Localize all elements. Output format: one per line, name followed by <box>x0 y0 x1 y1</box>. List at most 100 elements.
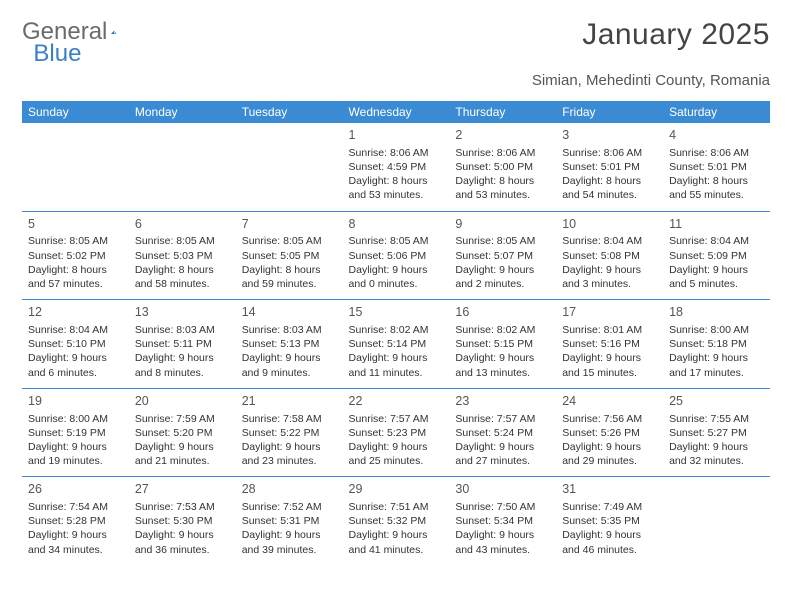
day-sunset: Sunset: 5:27 PM <box>669 426 764 440</box>
day-sunrise: Sunrise: 7:49 AM <box>562 500 657 514</box>
calendar-cell: 18Sunrise: 8:00 AMSunset: 5:18 PMDayligh… <box>663 300 770 389</box>
day-daylight1: Daylight: 8 hours <box>455 174 550 188</box>
day-daylight2: and 46 minutes. <box>562 543 657 557</box>
day-sunrise: Sunrise: 8:02 AM <box>455 323 550 337</box>
day-sunrise: Sunrise: 7:57 AM <box>349 412 444 426</box>
day-number: 7 <box>242 216 337 233</box>
calendar-header: Sunday Monday Tuesday Wednesday Thursday… <box>22 101 770 123</box>
calendar-cell: 12Sunrise: 8:04 AMSunset: 5:10 PMDayligh… <box>22 300 129 389</box>
calendar-cell <box>663 477 770 565</box>
day-sunset: Sunset: 5:02 PM <box>28 249 123 263</box>
weekday-header: Saturday <box>663 101 770 123</box>
calendar-cell <box>236 123 343 211</box>
day-number: 18 <box>669 304 764 321</box>
weekday-header: Wednesday <box>343 101 450 123</box>
day-sunrise: Sunrise: 7:56 AM <box>562 412 657 426</box>
day-sunrise: Sunrise: 8:06 AM <box>349 146 444 160</box>
day-daylight2: and 58 minutes. <box>135 277 230 291</box>
weekday-header: Thursday <box>449 101 556 123</box>
day-daylight2: and 2 minutes. <box>455 277 550 291</box>
day-daylight1: Daylight: 9 hours <box>28 351 123 365</box>
day-daylight2: and 9 minutes. <box>242 366 337 380</box>
day-sunrise: Sunrise: 7:58 AM <box>242 412 337 426</box>
calendar-cell: 22Sunrise: 7:57 AMSunset: 5:23 PMDayligh… <box>343 388 450 477</box>
day-daylight2: and 53 minutes. <box>455 188 550 202</box>
day-sunrise: Sunrise: 8:03 AM <box>242 323 337 337</box>
calendar-cell: 21Sunrise: 7:58 AMSunset: 5:22 PMDayligh… <box>236 388 343 477</box>
day-sunrise: Sunrise: 7:54 AM <box>28 500 123 514</box>
day-number: 27 <box>135 481 230 498</box>
day-daylight1: Daylight: 9 hours <box>349 351 444 365</box>
calendar-cell: 2Sunrise: 8:06 AMSunset: 5:00 PMDaylight… <box>449 123 556 211</box>
calendar-cell: 7Sunrise: 8:05 AMSunset: 5:05 PMDaylight… <box>236 211 343 300</box>
day-sunrise: Sunrise: 8:05 AM <box>242 234 337 248</box>
day-sunrise: Sunrise: 7:53 AM <box>135 500 230 514</box>
day-daylight2: and 5 minutes. <box>669 277 764 291</box>
day-number: 2 <box>455 127 550 144</box>
calendar-cell: 13Sunrise: 8:03 AMSunset: 5:11 PMDayligh… <box>129 300 236 389</box>
calendar-cell: 16Sunrise: 8:02 AMSunset: 5:15 PMDayligh… <box>449 300 556 389</box>
day-daylight1: Daylight: 9 hours <box>28 440 123 454</box>
calendar-cell: 8Sunrise: 8:05 AMSunset: 5:06 PMDaylight… <box>343 211 450 300</box>
day-daylight1: Daylight: 9 hours <box>242 440 337 454</box>
day-number: 26 <box>28 481 123 498</box>
day-daylight1: Daylight: 9 hours <box>562 440 657 454</box>
weekday-header: Sunday <box>22 101 129 123</box>
day-number: 24 <box>562 393 657 410</box>
day-sunset: Sunset: 5:11 PM <box>135 337 230 351</box>
day-sunset: Sunset: 4:59 PM <box>349 160 444 174</box>
day-sunset: Sunset: 5:23 PM <box>349 426 444 440</box>
day-sunset: Sunset: 5:13 PM <box>242 337 337 351</box>
day-sunset: Sunset: 5:20 PM <box>135 426 230 440</box>
day-daylight2: and 17 minutes. <box>669 366 764 380</box>
day-sunrise: Sunrise: 8:01 AM <box>562 323 657 337</box>
day-daylight2: and 53 minutes. <box>349 188 444 202</box>
day-sunset: Sunset: 5:35 PM <box>562 514 657 528</box>
calendar-cell: 25Sunrise: 7:55 AMSunset: 5:27 PMDayligh… <box>663 388 770 477</box>
day-number: 28 <box>242 481 337 498</box>
day-number: 21 <box>242 393 337 410</box>
day-daylight2: and 25 minutes. <box>349 454 444 468</box>
day-daylight2: and 6 minutes. <box>28 366 123 380</box>
calendar-cell <box>22 123 129 211</box>
day-sunset: Sunset: 5:06 PM <box>349 249 444 263</box>
day-daylight1: Daylight: 8 hours <box>349 174 444 188</box>
day-number: 25 <box>669 393 764 410</box>
day-sunrise: Sunrise: 8:04 AM <box>28 323 123 337</box>
calendar-row: 1Sunrise: 8:06 AMSunset: 4:59 PMDaylight… <box>22 123 770 211</box>
day-daylight1: Daylight: 9 hours <box>562 528 657 542</box>
day-sunrise: Sunrise: 8:02 AM <box>349 323 444 337</box>
day-number: 8 <box>349 216 444 233</box>
day-sunset: Sunset: 5:24 PM <box>455 426 550 440</box>
day-sunset: Sunset: 5:16 PM <box>562 337 657 351</box>
day-daylight2: and 8 minutes. <box>135 366 230 380</box>
day-sunset: Sunset: 5:34 PM <box>455 514 550 528</box>
day-daylight2: and 41 minutes. <box>349 543 444 557</box>
location: Simian, Mehedinti County, Romania <box>22 72 770 89</box>
logo-sail-icon <box>111 21 116 43</box>
day-number: 23 <box>455 393 550 410</box>
day-number: 29 <box>349 481 444 498</box>
calendar-cell: 6Sunrise: 8:05 AMSunset: 5:03 PMDaylight… <box>129 211 236 300</box>
calendar-cell: 10Sunrise: 8:04 AMSunset: 5:08 PMDayligh… <box>556 211 663 300</box>
day-daylight1: Daylight: 9 hours <box>562 351 657 365</box>
weekday-header: Monday <box>129 101 236 123</box>
calendar-cell: 26Sunrise: 7:54 AMSunset: 5:28 PMDayligh… <box>22 477 129 565</box>
day-sunrise: Sunrise: 8:05 AM <box>455 234 550 248</box>
day-sunrise: Sunrise: 8:03 AM <box>135 323 230 337</box>
day-sunrise: Sunrise: 8:05 AM <box>349 234 444 248</box>
day-sunrise: Sunrise: 8:00 AM <box>669 323 764 337</box>
day-number: 15 <box>349 304 444 321</box>
day-number: 4 <box>669 127 764 144</box>
day-sunrise: Sunrise: 7:50 AM <box>455 500 550 514</box>
day-daylight2: and 29 minutes. <box>562 454 657 468</box>
calendar-cell: 24Sunrise: 7:56 AMSunset: 5:26 PMDayligh… <box>556 388 663 477</box>
day-daylight1: Daylight: 9 hours <box>669 263 764 277</box>
day-daylight1: Daylight: 8 hours <box>669 174 764 188</box>
calendar-cell: 28Sunrise: 7:52 AMSunset: 5:31 PMDayligh… <box>236 477 343 565</box>
title-block: January 2025 <box>582 18 770 52</box>
day-daylight1: Daylight: 9 hours <box>349 263 444 277</box>
weekday-header: Tuesday <box>236 101 343 123</box>
day-daylight2: and 39 minutes. <box>242 543 337 557</box>
calendar-row: 19Sunrise: 8:00 AMSunset: 5:19 PMDayligh… <box>22 388 770 477</box>
